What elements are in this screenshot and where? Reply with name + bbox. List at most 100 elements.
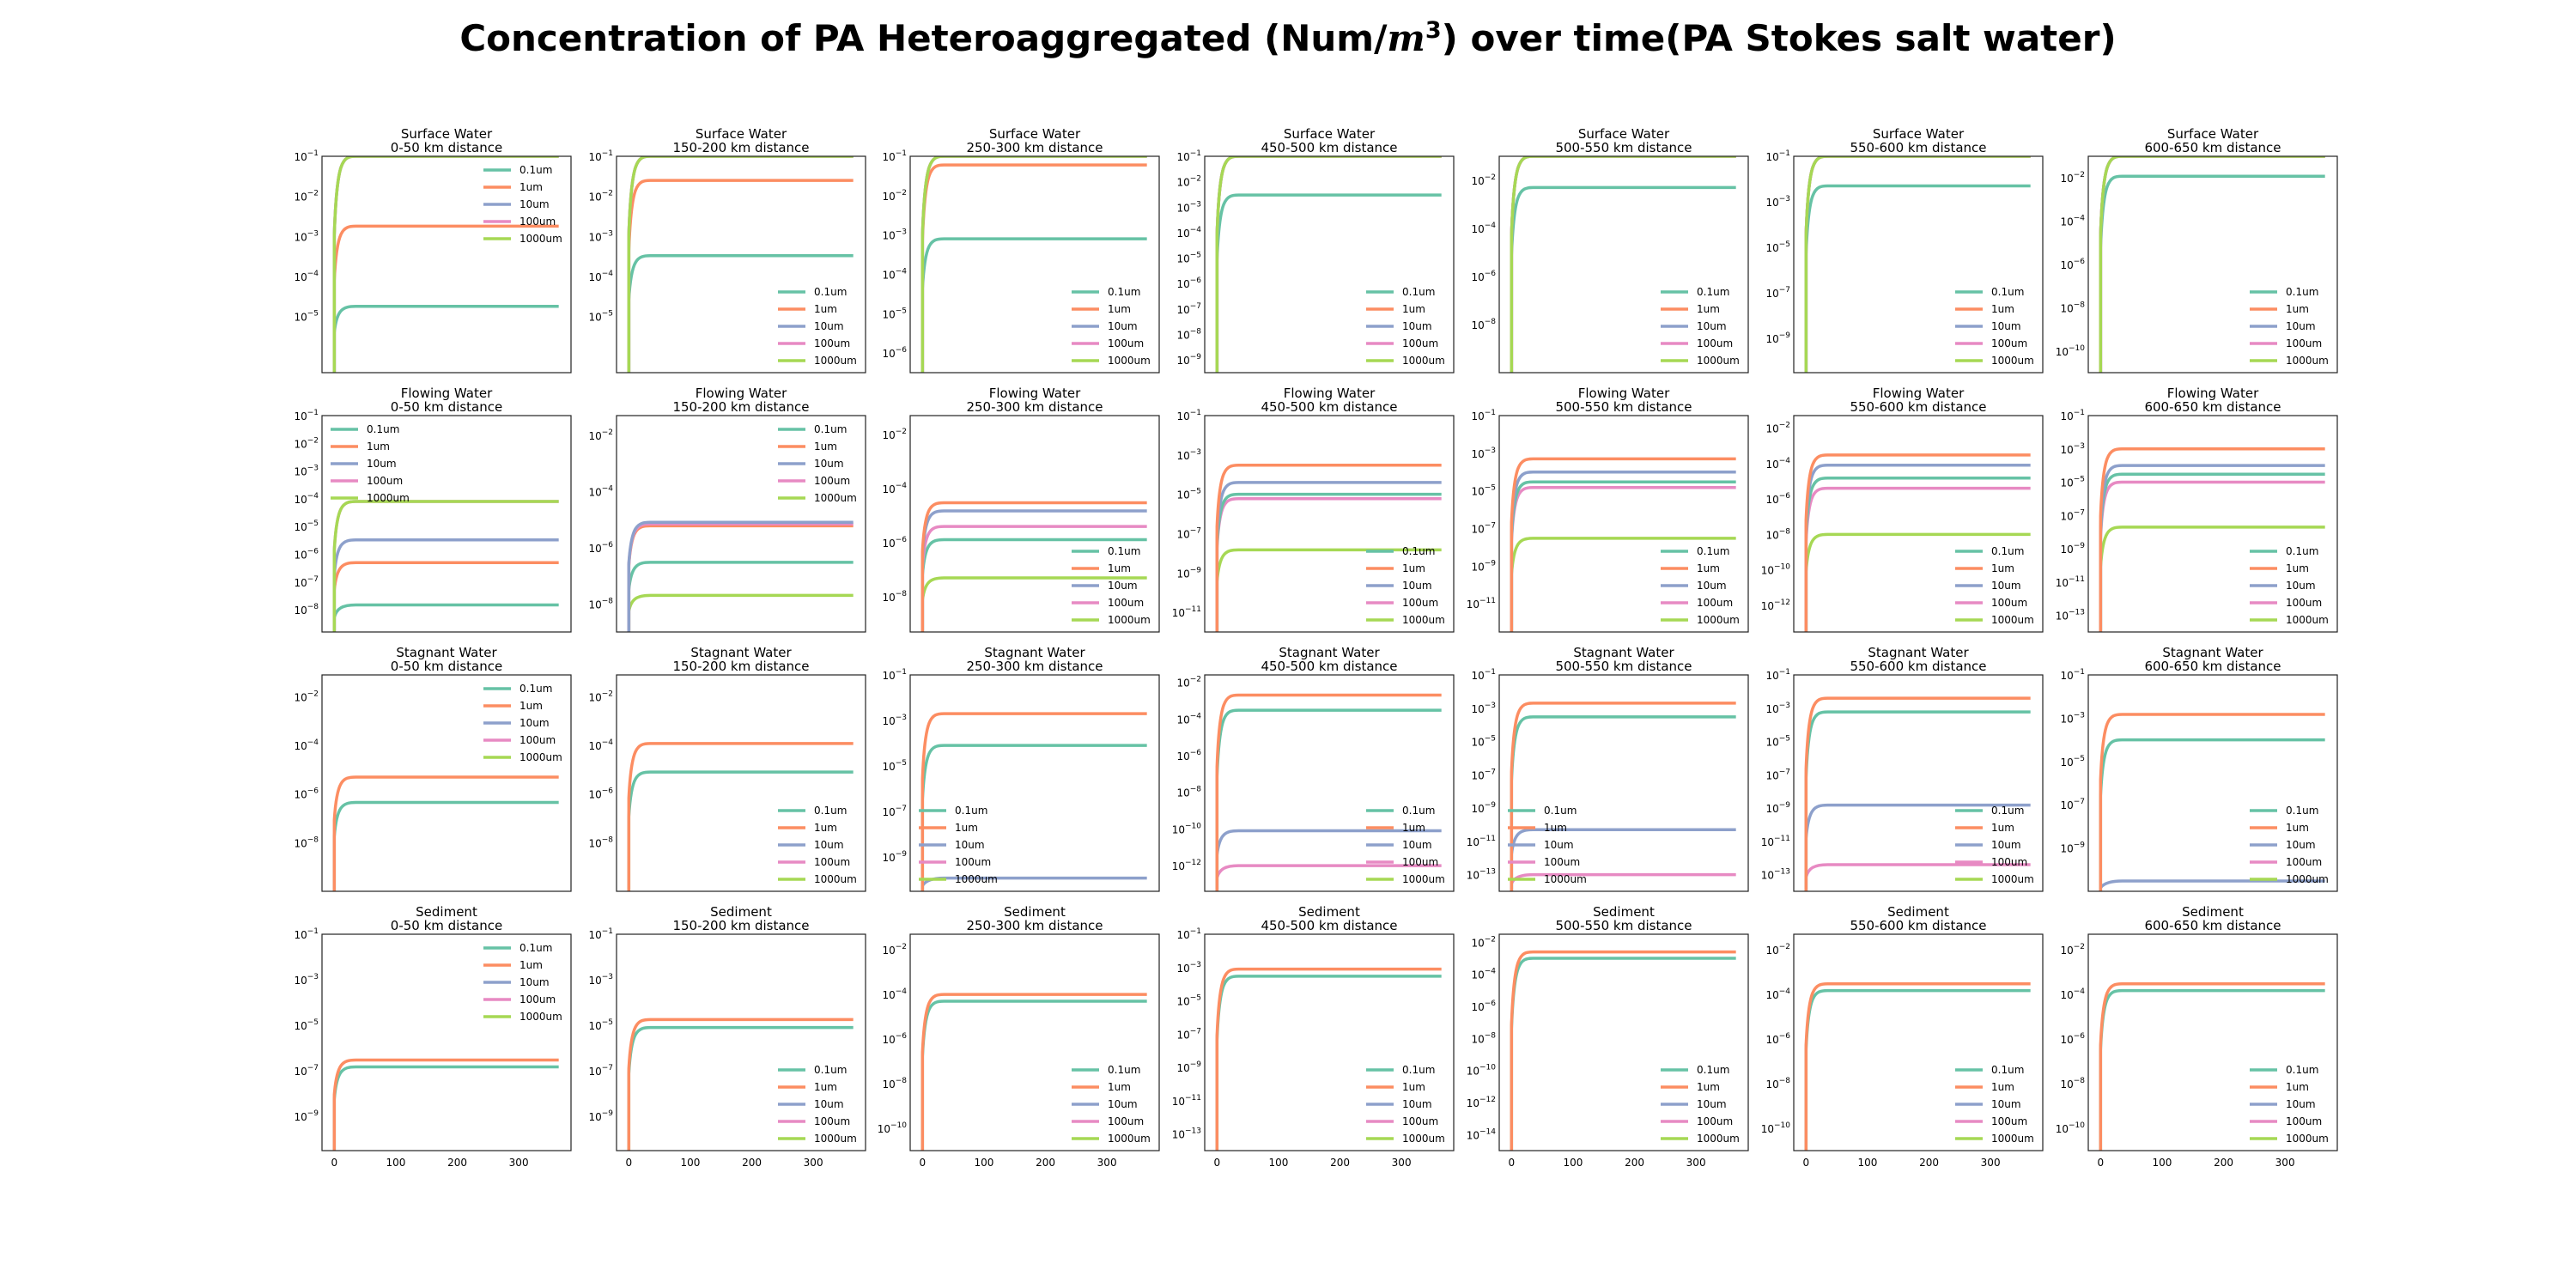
axes-frame — [1793, 155, 2044, 374]
y-tick-label: 10−3 — [1471, 447, 1496, 460]
legend-label: 1um — [367, 440, 390, 453]
legend-label: 1000um — [1991, 1133, 2034, 1145]
subplot-title-distance: 450-500 km distance — [1261, 399, 1397, 415]
y-tick-label: 10−11 — [1761, 835, 1790, 848]
subplot-title-distance: 600-650 km distance — [2144, 659, 2281, 674]
legend-label: 1000um — [1697, 355, 1740, 367]
series-lines — [1804, 453, 2031, 632]
y-tick-label: 10−5 — [1176, 488, 1201, 501]
legend-label: 10um — [2286, 839, 2316, 851]
series-line-1um — [1215, 967, 1442, 1151]
x-tick-label: 300 — [1981, 1157, 2001, 1169]
legend: 0.1um 1um 10um 100um 1000um — [2250, 805, 2329, 885]
legend-label: 1um — [1697, 562, 1720, 574]
legend-label: 100um — [519, 216, 556, 228]
y-tick-label: 10−9 — [588, 1109, 613, 1123]
subplot-title-distance: 600-650 km distance — [2144, 140, 2281, 155]
legend-label: 1000um — [814, 873, 857, 885]
series-lines — [2099, 982, 2325, 1151]
axes-frame — [321, 933, 572, 1151]
x-tick-label: 100 — [1268, 1157, 1288, 1169]
x-tick-label: 300 — [509, 1157, 529, 1169]
subplot-title-compartment: Surface Water — [1578, 126, 1670, 142]
series-lines — [627, 1018, 854, 1151]
legend: 0.1um 1um 10um 100um 1000um — [1661, 1064, 1740, 1145]
y-tick-label: 10−10 — [2056, 1121, 2086, 1135]
legend-label: 10um — [1108, 320, 1138, 332]
legend: 0.1um 1um 10um 100um 1000um — [1508, 805, 1587, 885]
legend-label: 10um — [519, 198, 550, 210]
y-tick-label: 10−10 — [878, 1121, 908, 1135]
legend-label: 1000um — [814, 1133, 857, 1145]
legend-label: 0.1um — [519, 942, 552, 954]
x-tick-label: 300 — [804, 1157, 823, 1169]
legend-label: 1um — [1108, 562, 1131, 574]
series-line-1um — [332, 561, 559, 632]
y-tick-label: 10−6 — [1471, 999, 1496, 1013]
y-tick-label: 10−10 — [2056, 344, 2086, 358]
legend-label: 1um — [1108, 1081, 1131, 1093]
series-line-1um — [1804, 453, 2031, 632]
legend-label: 10um — [1402, 580, 1432, 592]
y-tick-label: 10−5 — [1471, 735, 1496, 749]
subplot-title-compartment: Sediment — [710, 904, 772, 920]
y-tick-label: 10−3 — [294, 465, 319, 478]
legend-label: 100um — [1402, 1115, 1438, 1127]
legend-label: 0.1um — [519, 164, 552, 176]
series-lines — [627, 520, 854, 632]
axes-frame — [2087, 415, 2338, 633]
y-tick-label: 10−7 — [588, 1064, 613, 1078]
subplot-title-distance: 150-200 km distance — [672, 918, 809, 933]
x-tick-label: 100 — [1857, 1157, 1877, 1169]
title-exponent: 3 — [1425, 17, 1442, 44]
legend-label: 1000um — [2286, 1133, 2329, 1145]
legend-label: 10um — [1544, 839, 1574, 851]
legend: 0.1um 1um 10um 100um 1000um — [1366, 545, 1445, 626]
legend-label: 1um — [519, 959, 543, 971]
x-tick-label: 0 — [331, 1157, 338, 1169]
y-tick-label: 10−5 — [1176, 994, 1201, 1008]
series-lines — [1215, 967, 1442, 1151]
legend-label: 0.1um — [1544, 805, 1577, 817]
y-tick-label: 10−2 — [1765, 943, 1790, 957]
legend-label: 100um — [1544, 856, 1580, 868]
axes-frame — [2087, 674, 2338, 892]
y-tick-label: 10−8 — [1471, 318, 1496, 331]
subplot-title-distance: 250-300 km distance — [966, 399, 1103, 415]
y-tick-label: 10−4 — [882, 267, 907, 281]
series-line-0.1um — [332, 1065, 559, 1151]
y-tick-label: 10−4 — [1176, 712, 1201, 726]
legend-label: 1um — [1991, 822, 2014, 834]
y-tick-label: 10−3 — [882, 714, 907, 727]
y-tick-label: 10−9 — [2060, 542, 2085, 556]
y-tick-label: 10−5 — [1176, 252, 1201, 265]
legend-label: 1000um — [1991, 614, 2034, 626]
legend-label: 1um — [1991, 1081, 2014, 1093]
y-tick-label: 10−14 — [1467, 1127, 1497, 1141]
axes-frame — [909, 674, 1160, 892]
y-tick-label: 10−13 — [2056, 609, 2085, 623]
subplot-title-compartment: Stagnant Water — [1573, 645, 1674, 660]
axes-frame — [321, 674, 572, 892]
y-tick-label: 10−1 — [1765, 668, 1790, 682]
legend: 0.1um 1um 10um 100um 1000um — [483, 164, 562, 245]
subplot-title-distance: 550-600 km distance — [1850, 399, 1986, 415]
y-tick-label: 10−5 — [588, 1018, 613, 1032]
legend-label: 100um — [1991, 597, 2027, 609]
legend-label: 1000um — [2286, 355, 2329, 367]
y-tick-label: 10−8 — [588, 835, 613, 849]
axes-frame — [321, 415, 572, 633]
y-tick-label: 10−5 — [294, 310, 319, 324]
legend-label: 0.1um — [1402, 545, 1435, 557]
legend-label: 0.1um — [814, 805, 847, 817]
x-tick-label: 0 — [920, 1157, 927, 1169]
y-tick-label: 10−2 — [1765, 421, 1790, 434]
legend-label: 100um — [814, 856, 850, 868]
y-tick-label: 10−3 — [2060, 711, 2085, 725]
subplot-title-distance: 500-550 km distance — [1555, 918, 1692, 933]
y-tick-label: 10−8 — [294, 603, 319, 617]
y-tick-label: 10−9 — [1176, 566, 1201, 580]
legend-label: 10um — [814, 458, 844, 470]
